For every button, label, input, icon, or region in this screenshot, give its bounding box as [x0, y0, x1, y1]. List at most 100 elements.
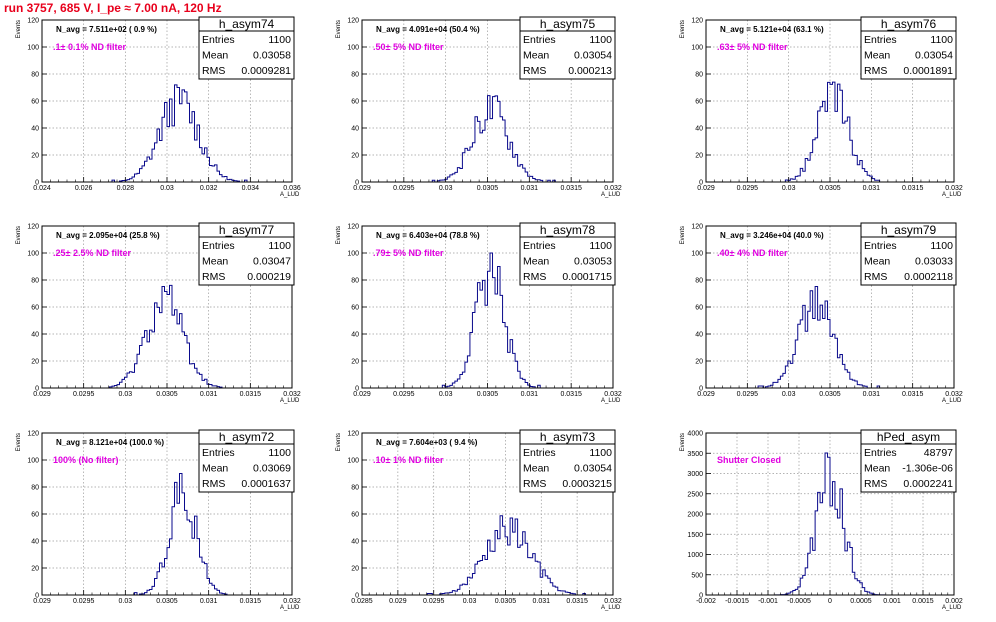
x-tick-label: 0.031	[863, 185, 881, 192]
y-tick-label: 3000	[687, 471, 703, 478]
x-axis-label: A_LUD	[280, 398, 300, 404]
navg-label: N_avg = 5.121e+04 (63.1 %)	[720, 25, 824, 34]
y-tick-label: 20	[31, 153, 39, 160]
y-tick-label: 100	[347, 45, 359, 52]
stats-box	[198, 429, 295, 493]
x-tick-label: 0.0015	[912, 598, 934, 605]
x-tick-label: -0.001	[758, 598, 778, 605]
x-tick-label: 0.03	[160, 185, 174, 192]
navg-label: N_avg = 7.511e+02 ( 0.9 %)	[56, 25, 157, 34]
y-tick-label: 1500	[687, 532, 703, 539]
y-tick-label: 120	[27, 431, 39, 438]
stats-value: 1100	[589, 34, 612, 46]
y-tick-label: 80	[695, 72, 703, 79]
y-tick-label: 20	[31, 566, 39, 573]
histogram-title: h_asym79	[881, 223, 937, 237]
y-tick-label: 0	[35, 593, 39, 600]
x-tick-label: 0.029	[353, 391, 371, 398]
y-tick-label: 100	[27, 251, 39, 258]
x-tick-label: 0.0285	[351, 598, 373, 605]
x-tick-label: 0.031	[521, 185, 539, 192]
histogram-panel-h_asym76: 0.029 0.0295 0.03 0.0305 0.031 0.0315 0.032 0 20…	[680, 16, 963, 198]
stats-label: Mean	[864, 50, 890, 62]
stats-label: Entries	[864, 447, 897, 459]
histogram-panel-hPed_asym: -0.002 -0.0015 -0.001 -0.0005 0 0.0005 0.001 0.…	[680, 429, 963, 611]
x-tick-label: 0.032	[200, 185, 218, 192]
histogram-line	[706, 286, 954, 389]
stats-value: 0.03054	[915, 50, 953, 62]
y-tick-label: 20	[31, 359, 39, 366]
y-tick-label: 60	[351, 305, 359, 312]
y-tick-label: 0	[355, 386, 359, 393]
x-tick-label: 0.0315	[240, 598, 262, 605]
histogram-line	[362, 515, 613, 596]
stats-box	[519, 429, 616, 493]
y-tick-label: 0	[35, 180, 39, 187]
stats-value: 0.0002118	[904, 271, 953, 283]
stats-value: 0.0002241	[903, 478, 953, 490]
x-tick-label: 0.028	[117, 185, 135, 192]
histogram-panel-h_asym75: 0.029 0.0295 0.03 0.0305 0.031 0.0315 0.032 0 20…	[336, 16, 622, 198]
x-tick-label: 0.0315	[240, 391, 262, 398]
y-tick-label: 80	[31, 72, 39, 79]
y-tick-label: 60	[695, 305, 703, 312]
stats-label: Entries	[523, 447, 556, 459]
y-tick-label: 2000	[687, 512, 703, 519]
y-tick-label: 40	[695, 126, 703, 133]
y-tick-label: 0	[699, 180, 703, 187]
histogram-panel-h_asym79: 0.029 0.0295 0.03 0.0305 0.031 0.0315 0.032 0 20…	[680, 222, 963, 404]
x-tick-label: 0.032	[945, 185, 963, 192]
x-tick-label: 0.0295	[737, 391, 759, 398]
stats-label: Entries	[202, 240, 235, 252]
filter-label: 100% (No filter)	[53, 455, 119, 465]
run-title: run 3757, 685 V, I_pe ≈ 7.00 nA, 120 Hz	[4, 1, 222, 15]
x-tick-label: 0.029	[697, 185, 715, 192]
stats-box	[519, 16, 616, 80]
y-tick-label: 60	[351, 99, 359, 106]
histogram-panel-h_asym78: 0.029 0.0295 0.03 0.0305 0.031 0.0315 0.032 0 20…	[336, 222, 622, 404]
histogram-title: h_asym74	[219, 17, 275, 31]
filter-label: .40± 4% ND filter	[717, 248, 788, 258]
stats-label: Entries	[202, 34, 235, 46]
x-tick-label: 0.032	[283, 391, 301, 398]
stats-label: Mean	[202, 256, 228, 268]
y-tick-label: 60	[31, 305, 39, 312]
x-tick-label: 0.029	[33, 391, 51, 398]
y-tick-label: 100	[347, 251, 359, 258]
filter-label: Shutter Closed	[717, 455, 781, 465]
stats-label: Entries	[864, 240, 897, 252]
stats-label: RMS	[864, 478, 887, 490]
y-axis-label: Events	[336, 433, 342, 451]
stats-label: Mean	[864, 256, 890, 268]
stats-label: RMS	[202, 65, 225, 77]
x-tick-label: 0.032	[604, 598, 622, 605]
stats-label: RMS	[523, 271, 546, 283]
x-tick-label: 0.0295	[393, 391, 415, 398]
x-axis-label: A_LUD	[280, 605, 300, 611]
navg-label: N_avg = 4.091e+04 (50.4 %)	[376, 25, 480, 34]
x-tick-label: 0.0005	[850, 598, 872, 605]
stats-value: 0.03054	[574, 463, 612, 475]
y-tick-label: 100	[27, 458, 39, 465]
x-tick-label: 0.0295	[73, 598, 95, 605]
stats-value: -1.306e-06	[902, 463, 953, 475]
x-tick-label: 0.03	[119, 598, 133, 605]
y-tick-label: 40	[695, 332, 703, 339]
y-axis-label: Events	[336, 226, 342, 244]
x-tick-label: 0.001	[883, 598, 901, 605]
stats-label: Entries	[864, 34, 897, 46]
filter-label: .25± 2.5% ND filter	[53, 248, 131, 258]
stats-box	[519, 222, 616, 286]
stats-value: 0.0009281	[241, 65, 291, 77]
filter-label: .50± 5% ND filter	[373, 42, 444, 52]
navg-label: N_avg = 8.121e+04 (100.0 %)	[56, 438, 164, 447]
stats-label: RMS	[202, 271, 225, 283]
y-tick-label: 120	[347, 18, 359, 25]
x-tick-label: 0.026	[75, 185, 93, 192]
x-axis-label: A_LUD	[942, 605, 962, 611]
stats-label: Mean	[523, 463, 549, 475]
stats-box	[198, 222, 295, 286]
y-axis-label: Events	[336, 20, 342, 38]
x-tick-label: 0.03	[782, 391, 796, 398]
